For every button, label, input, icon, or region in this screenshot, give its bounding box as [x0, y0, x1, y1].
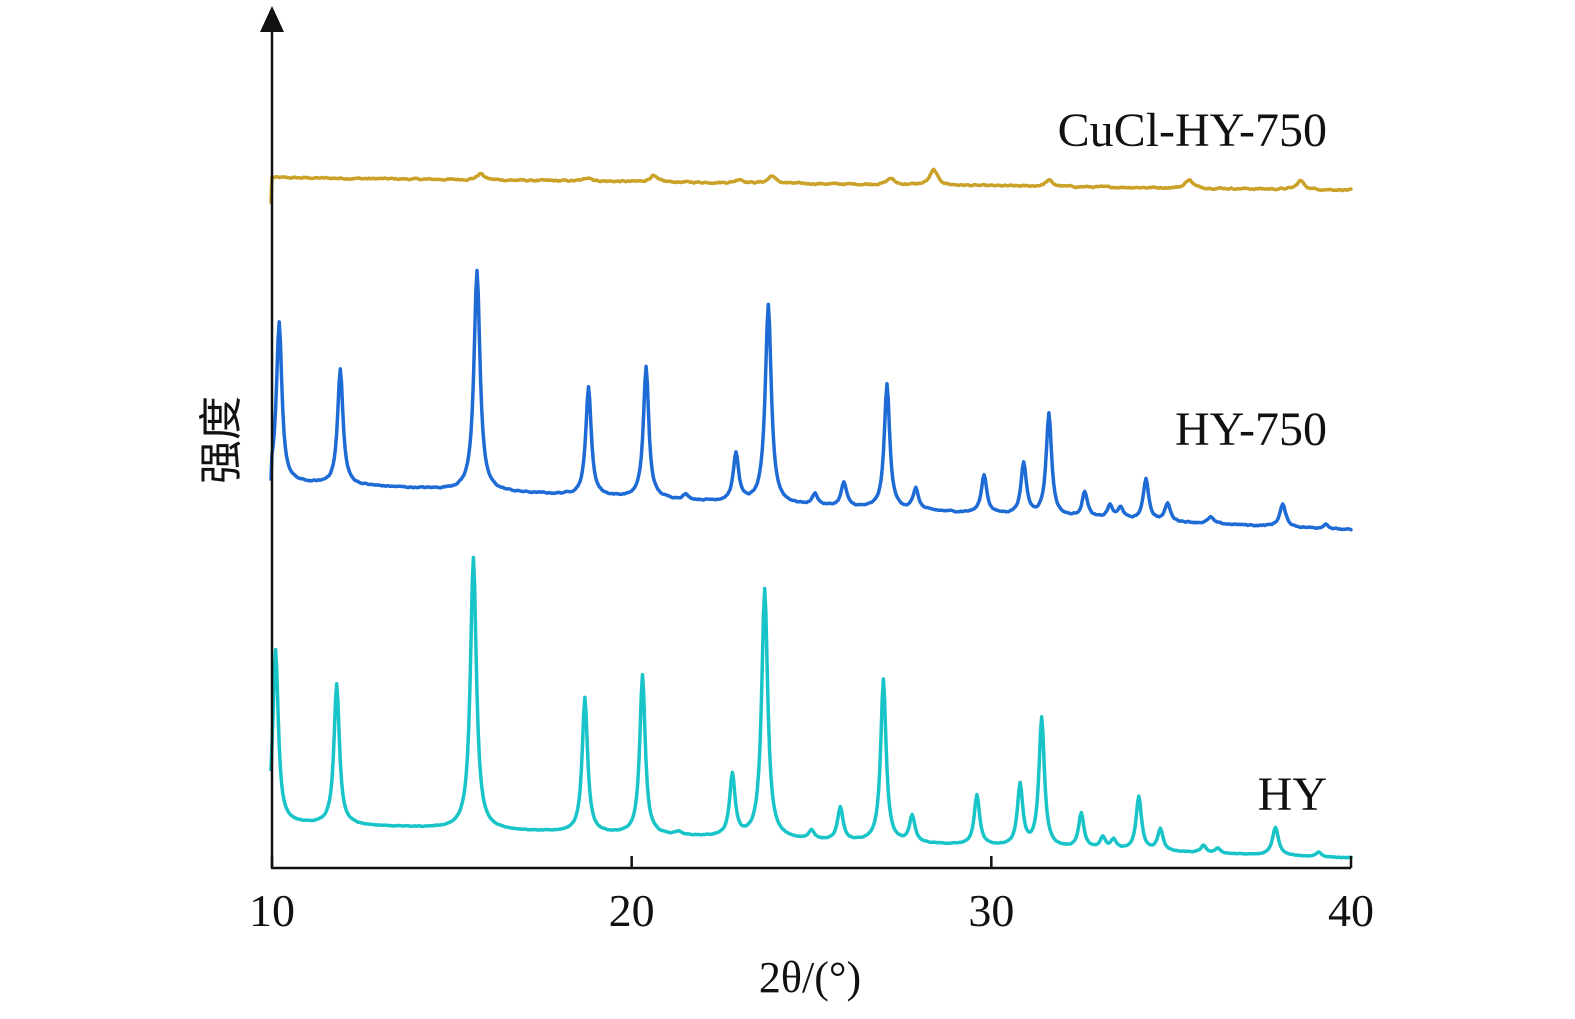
x-ticks: 10 20 30 40	[249, 856, 1374, 936]
y-axis-label: 强度	[197, 396, 246, 484]
x-tick-label: 20	[609, 885, 655, 936]
series-line-hy-750	[269, 268, 1353, 532]
series-line-hy	[269, 555, 1353, 860]
series-label-cucl-hy-750: CuCl-HY-750	[1058, 104, 1327, 157]
x-tick-label: 10	[249, 885, 295, 936]
x-tick-label: 30	[968, 885, 1014, 936]
series-layer	[269, 167, 1353, 860]
y-axis-arrow-icon	[260, 6, 284, 32]
series-line-cucl-hy-750	[269, 167, 1353, 205]
x-axis-label: 2θ/(°)	[759, 953, 861, 1002]
series-label-hy-750: HY-750	[1175, 403, 1327, 456]
x-tick-label: 40	[1328, 885, 1374, 936]
series-label-hy: HY	[1258, 768, 1327, 821]
